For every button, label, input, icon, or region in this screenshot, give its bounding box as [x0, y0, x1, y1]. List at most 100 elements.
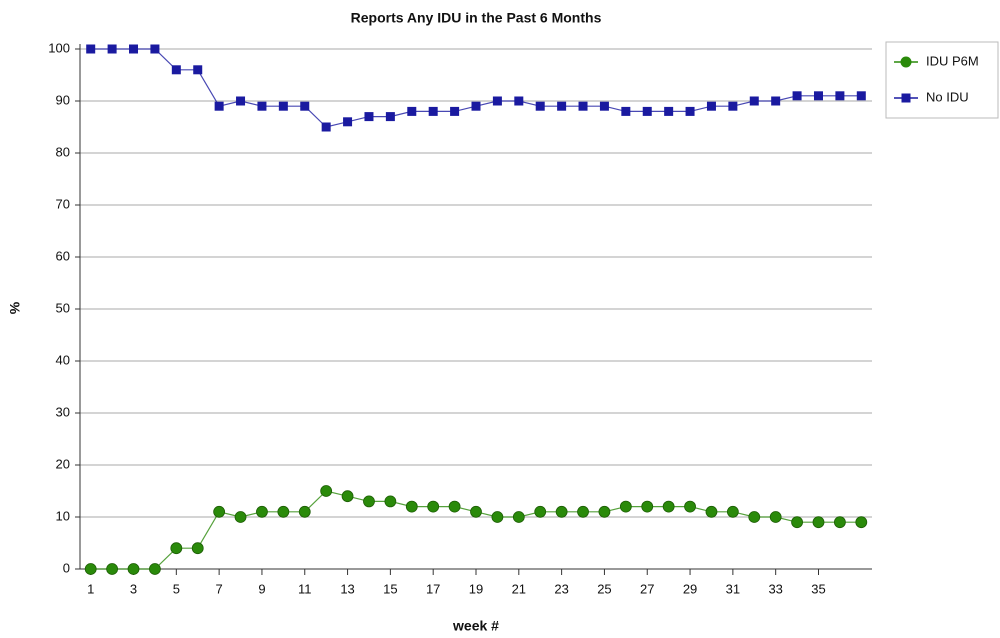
marker [555, 505, 568, 518]
x-tick-label: 9 [258, 581, 265, 596]
marker [492, 96, 502, 106]
marker [129, 44, 139, 54]
marker [343, 117, 353, 127]
x-tick-label: 27 [640, 581, 654, 596]
legend-marker [900, 56, 912, 68]
marker [427, 500, 440, 513]
marker [684, 500, 696, 513]
marker [277, 505, 290, 518]
marker [191, 542, 204, 555]
legend-label: No IDU [926, 89, 969, 104]
x-tick-label: 17 [426, 581, 440, 596]
x-tick-label: 23 [554, 581, 568, 596]
marker [320, 485, 333, 497]
marker [193, 65, 203, 75]
marker [728, 101, 738, 111]
marker [127, 563, 140, 575]
x-tick-label: 25 [597, 581, 611, 596]
marker [149, 563, 161, 575]
marker [813, 91, 823, 101]
marker [471, 101, 481, 111]
marker [214, 101, 224, 111]
x-tick-label: 5 [173, 581, 180, 596]
marker [407, 106, 417, 116]
y-tick-label: 90 [56, 92, 70, 107]
marker [685, 106, 695, 116]
marker [791, 516, 803, 529]
marker [578, 101, 588, 111]
y-axis-title: % [7, 301, 23, 314]
marker [448, 500, 461, 513]
marker [363, 495, 375, 508]
marker [599, 101, 609, 111]
marker [835, 91, 845, 101]
x-tick-label: 3 [130, 581, 137, 596]
marker [236, 96, 246, 106]
series-line [90, 490, 862, 570]
x-tick-label: 33 [768, 581, 782, 596]
y-tick-label: 50 [56, 300, 70, 315]
marker [470, 505, 482, 518]
chart-title: Reports Any IDU in the Past 6 Months [351, 10, 602, 26]
marker [428, 106, 438, 116]
x-tick-label: 11 [298, 581, 312, 596]
y-tick-label: 70 [56, 196, 70, 211]
marker [300, 101, 310, 111]
y-tick-label: 40 [56, 352, 70, 367]
marker [619, 500, 632, 513]
marker [792, 91, 802, 101]
marker [298, 505, 311, 518]
marker [171, 65, 181, 75]
x-tick-label: 7 [216, 581, 223, 596]
marker [706, 101, 716, 111]
x-tick-label: 13 [340, 581, 354, 596]
marker [257, 101, 267, 111]
marker [812, 516, 825, 529]
marker [385, 112, 395, 122]
marker [769, 511, 782, 523]
legend-box [885, 41, 999, 119]
marker [535, 101, 545, 111]
marker [833, 516, 846, 529]
marker [84, 563, 97, 575]
marker [234, 511, 247, 523]
x-tick-label: 19 [469, 581, 483, 596]
marker [771, 96, 781, 106]
x-tick-label: 1 [87, 581, 94, 596]
marker [213, 505, 226, 518]
x-axis-title: week # [452, 618, 499, 634]
marker [384, 495, 397, 508]
marker [748, 511, 761, 523]
y-tick-label: 30 [56, 404, 70, 419]
x-tick-label: 29 [683, 581, 697, 596]
x-tick-label: 31 [726, 581, 740, 596]
marker [749, 96, 759, 106]
marker [557, 101, 567, 111]
marker [150, 44, 160, 54]
marker [450, 106, 460, 116]
marker [662, 500, 675, 513]
marker [664, 106, 674, 116]
marker [621, 106, 631, 116]
y-tick-label: 0 [63, 560, 70, 575]
marker [405, 500, 418, 513]
marker [341, 490, 354, 503]
x-tick-label: 35 [811, 581, 825, 596]
marker [705, 505, 718, 518]
marker [278, 101, 288, 111]
x-tick-label: 21 [512, 581, 526, 596]
marker [321, 122, 331, 132]
marker [642, 106, 652, 116]
marker [577, 505, 589, 518]
marker [514, 96, 524, 106]
x-tick-label: 15 [383, 581, 397, 596]
y-tick-label: 60 [56, 248, 70, 263]
legend-marker [901, 93, 911, 103]
marker [491, 511, 504, 523]
legend-label: IDU P6M [926, 53, 979, 68]
marker [256, 505, 268, 518]
marker [726, 505, 739, 518]
marker [106, 563, 119, 575]
marker [598, 505, 611, 518]
